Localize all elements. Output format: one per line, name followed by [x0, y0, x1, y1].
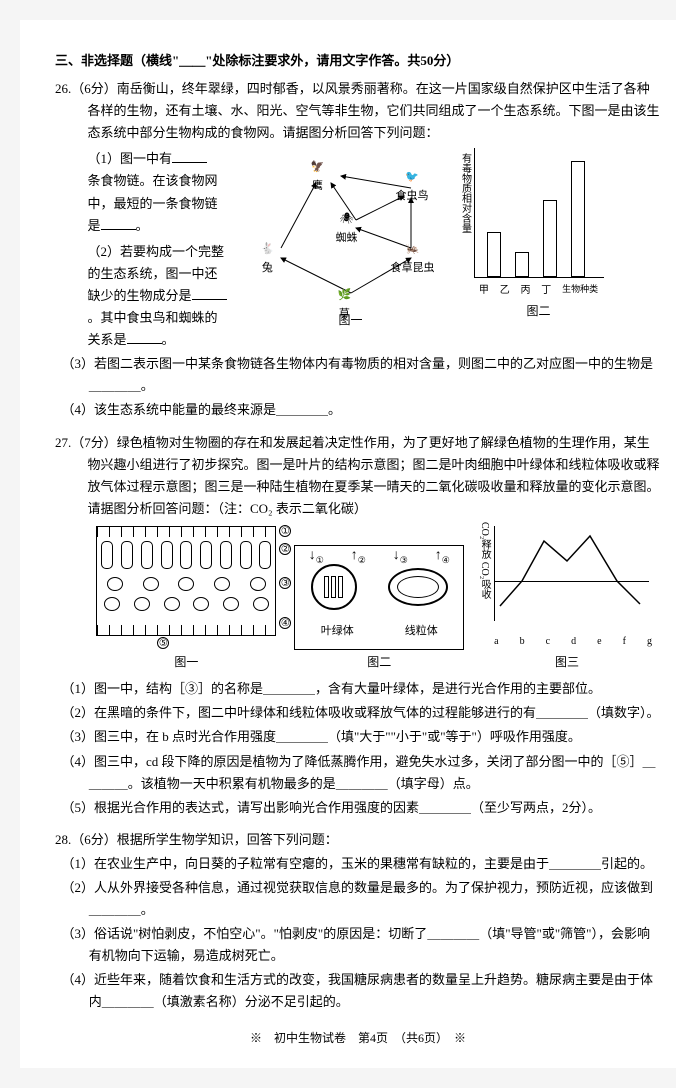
fig-org-caption: 图二 [294, 652, 464, 672]
figure-leaf: ① ② ③ ④ ⑤ 图一 [96, 526, 276, 672]
blank [192, 287, 227, 300]
page-footer: ※ 初中生物试卷 第4页 （共6页） ※ [55, 1028, 661, 1048]
q26-s4: （4）该生态系统中能量的最终来源是＿＿＿＿。 [55, 399, 661, 421]
q27-s2: （2）在黑暗的条件下，图二中叶绿体和线粒体吸收或释放气体的过程能够进行的有＿＿＿… [55, 702, 661, 724]
node-rabbit: 🐇兔 [261, 240, 275, 277]
question-26: 26.（6分）南岳衡山，终年翠绿，四时郁香，以风景秀丽著称。在这一片国家级自然保… [55, 78, 661, 421]
q26-s1a: （1）图一中有 [88, 151, 173, 166]
node-spider: 🕷蜘蛛 [336, 210, 358, 247]
node-grass: 🌿草 [338, 286, 352, 323]
question-27: 27.（7分）绿色植物对生物圈的存在和发展起着决定性作用，为了更好地了解绿色植物… [55, 432, 661, 819]
linechart-xlabels: a b c d e f g [494, 633, 652, 650]
q27-s5: （5）根据光合作用的表达式，请写出影响光合作用强度的因素＿＿＿＿（至少写两点，2… [55, 797, 661, 819]
q28-s1: （1）在农业生产中，向日葵的子粒常有空瘪的，玉米的果穗常有缺粒的，主要是由于＿＿… [55, 853, 661, 875]
q28-s4: （4）近些年来，随着饮食和生活方式的改变，我国糖尿病患者的数量呈上升趋势。糖尿病… [55, 969, 661, 1013]
blank [172, 150, 207, 163]
q26-s3: （3）若图二表示图一中某条食物链各生物体内有毒物质的相对含量，则图二中的乙对应图… [55, 353, 661, 397]
bar-bing [543, 200, 557, 277]
figure-organelle: ↓① ↑② ↓③ ↑④ 叶绿体 线粒体 图二 [294, 545, 464, 672]
q28-s2: （2）人从外界接受各种信息，通过视觉获取信息的数量是最多的。为了保护视力，预防近… [55, 877, 661, 921]
node-bird: 🐦食虫鸟 [396, 168, 429, 205]
fig2-caption: 图二 [474, 301, 604, 321]
blank [101, 217, 136, 230]
bar-yi [515, 252, 529, 278]
node-insect: 🦗食草昆虫 [391, 240, 435, 277]
q26-head: 26.（6分）南岳衡山，终年翠绿，四时郁香，以风景秀丽著称。在这一片国家级自然保… [55, 78, 661, 144]
q26-sub-text: （1）图一中有 条食物链。在该食物网中，最短的一条食物链是。 （2）若要构成一个… [88, 148, 228, 351]
q28-s3: （3）俗话说"树怕剥皮，不怕空心"。"怕剥皮"的原因是：切断了＿＿＿＿（填"导管… [55, 923, 661, 967]
figure-2-barchart: 有毒物质相对含量 甲 乙 丙 丁 生物种类 图二 [474, 148, 604, 321]
q28-head: 28.（6分）根据所学生物学知识，回答下列问题： [55, 829, 661, 851]
figure-linechart: CO₂释放 CO₂吸收 a b c d e f g [482, 526, 652, 672]
fig-leaf-caption: 图一 [96, 652, 276, 672]
exam-page: 三、非选择题（横线"＿＿"处除标注要求外，请用文字作答。共50分） 26.（6分… [20, 20, 676, 1068]
bar-ding [571, 161, 585, 277]
barchart-xlabels: 甲 乙 丙 丁 生物种类 [474, 282, 604, 299]
q27-s1: （1）图一中，结构［③］的名称是＿＿＿＿，含有大量叶绿体，是进行光合作用的主要部… [55, 678, 661, 700]
q27-figures: ① ② ③ ④ ⑤ 图一 ↓① ↑② ↓③ ↑④ [55, 526, 661, 672]
fig-line-caption: 图三 [482, 652, 652, 672]
chloroplast-icon [311, 564, 357, 610]
barchart-ylabel: 有毒物质相对含量 [457, 153, 474, 233]
q27-head: 27.（7分）绿色植物对生物圈的存在和发展起着决定性作用，为了更好地了解绿色植物… [55, 432, 661, 520]
section-title: 三、非选择题（横线"＿＿"处除标注要求外，请用文字作答。共50分） [55, 50, 661, 72]
mitochondria-icon [388, 568, 448, 606]
q27-s3: （3）图三中，在 b 点时光合作用强度＿＿＿＿（填"大于""小于"或"等于"）呼… [55, 726, 661, 748]
figure-1-foodweb: 🦅鹰 🐦食虫鸟 🕷蜘蛛 🦗食草昆虫 🐇兔 🌿草 图一 [236, 148, 466, 330]
question-28: 28.（6分）根据所学生物学知识，回答下列问题： （1）在农业生产中，向日葵的子… [55, 829, 661, 1014]
node-hawk: 🦅鹰 [311, 158, 325, 195]
bar-jia [487, 232, 501, 277]
linechart-svg [482, 526, 652, 636]
blank [127, 331, 162, 344]
q27-s4: （4）图三中，cd 段下降的原因是植物为了降低蒸腾作用，避免失水过多，关闭了部分… [55, 751, 661, 795]
